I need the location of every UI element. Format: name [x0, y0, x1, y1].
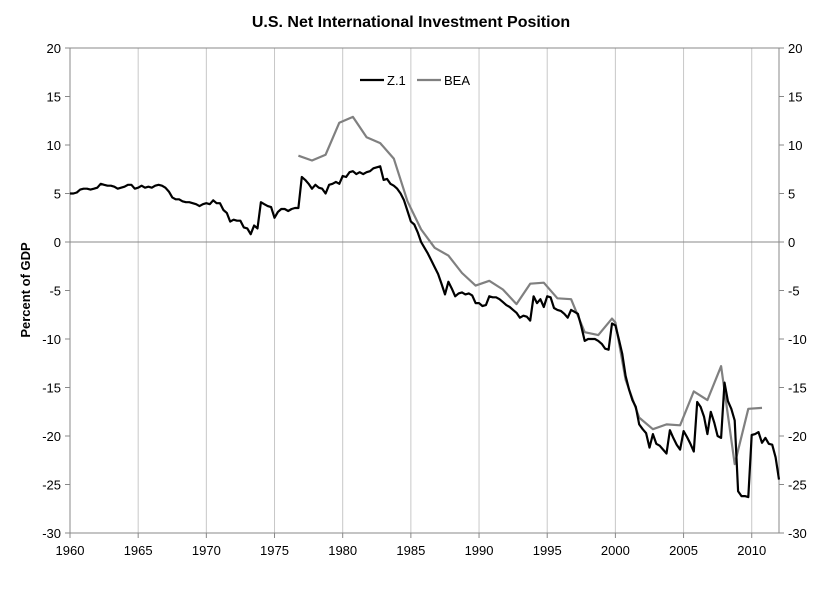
- y-tick-label-left: 0: [54, 235, 61, 250]
- legend: Z.1 BEA: [360, 73, 470, 88]
- x-tick-label: 1980: [328, 543, 357, 558]
- y-tick-label-left: -20: [42, 429, 61, 444]
- y-tick-label-left: -30: [42, 526, 61, 541]
- y-tick-label-right: -30: [788, 526, 807, 541]
- x-tick-label: 1985: [396, 543, 425, 558]
- x-tick-label: 1975: [260, 543, 289, 558]
- y-tick-label-right: 0: [788, 235, 795, 250]
- legend-label-bea: BEA: [444, 73, 470, 88]
- x-tick-label: 2010: [737, 543, 766, 558]
- series-lines: [70, 115, 781, 499]
- y-tick-label-right: -10: [788, 332, 807, 347]
- y-tick-label-left: 20: [47, 41, 61, 56]
- y-tick-label-right: -15: [788, 381, 807, 396]
- y-tick-label-left: 10: [47, 138, 61, 153]
- x-tick-label: 1965: [124, 543, 153, 558]
- y-tick-label-right: 10: [788, 138, 802, 153]
- legend-label-z1: Z.1: [387, 73, 406, 88]
- axes: -30 -30 -25 -25 -20 -20 -15 -15 -10 -10 -5 -5 0 0 5 5 10…: [42, 41, 807, 558]
- y-tick-label-left: -15: [42, 381, 61, 396]
- y-tick-label-left: -10: [42, 332, 61, 347]
- series-line-bea: [298, 115, 763, 466]
- chart-title: U.S. Net International Investment Positi…: [252, 14, 570, 31]
- y-tick-label-right: 20: [788, 41, 802, 56]
- x-tick-label: 1990: [465, 543, 494, 558]
- y-tick-label-left: -25: [42, 478, 61, 493]
- y-tick-label-right: 5: [788, 187, 795, 202]
- y-tick-label-right: -25: [788, 478, 807, 493]
- y-tick-label-left: -5: [49, 284, 61, 299]
- x-tick-label: 2005: [669, 543, 698, 558]
- x-tick-label: 2000: [601, 543, 630, 558]
- y-tick-label-left: 15: [47, 90, 61, 105]
- y-tick-label-left: 5: [54, 187, 61, 202]
- y-axis-label: Percent of GDP: [18, 242, 33, 338]
- y-tick-label-right: -5: [788, 284, 800, 299]
- series-line-z1: [70, 165, 781, 499]
- x-tick-label: 1995: [533, 543, 562, 558]
- x-tick-label: 1970: [192, 543, 221, 558]
- y-tick-label-right: 15: [788, 90, 802, 105]
- x-tick-label: 1960: [56, 543, 85, 558]
- y-tick-label-right: -20: [788, 429, 807, 444]
